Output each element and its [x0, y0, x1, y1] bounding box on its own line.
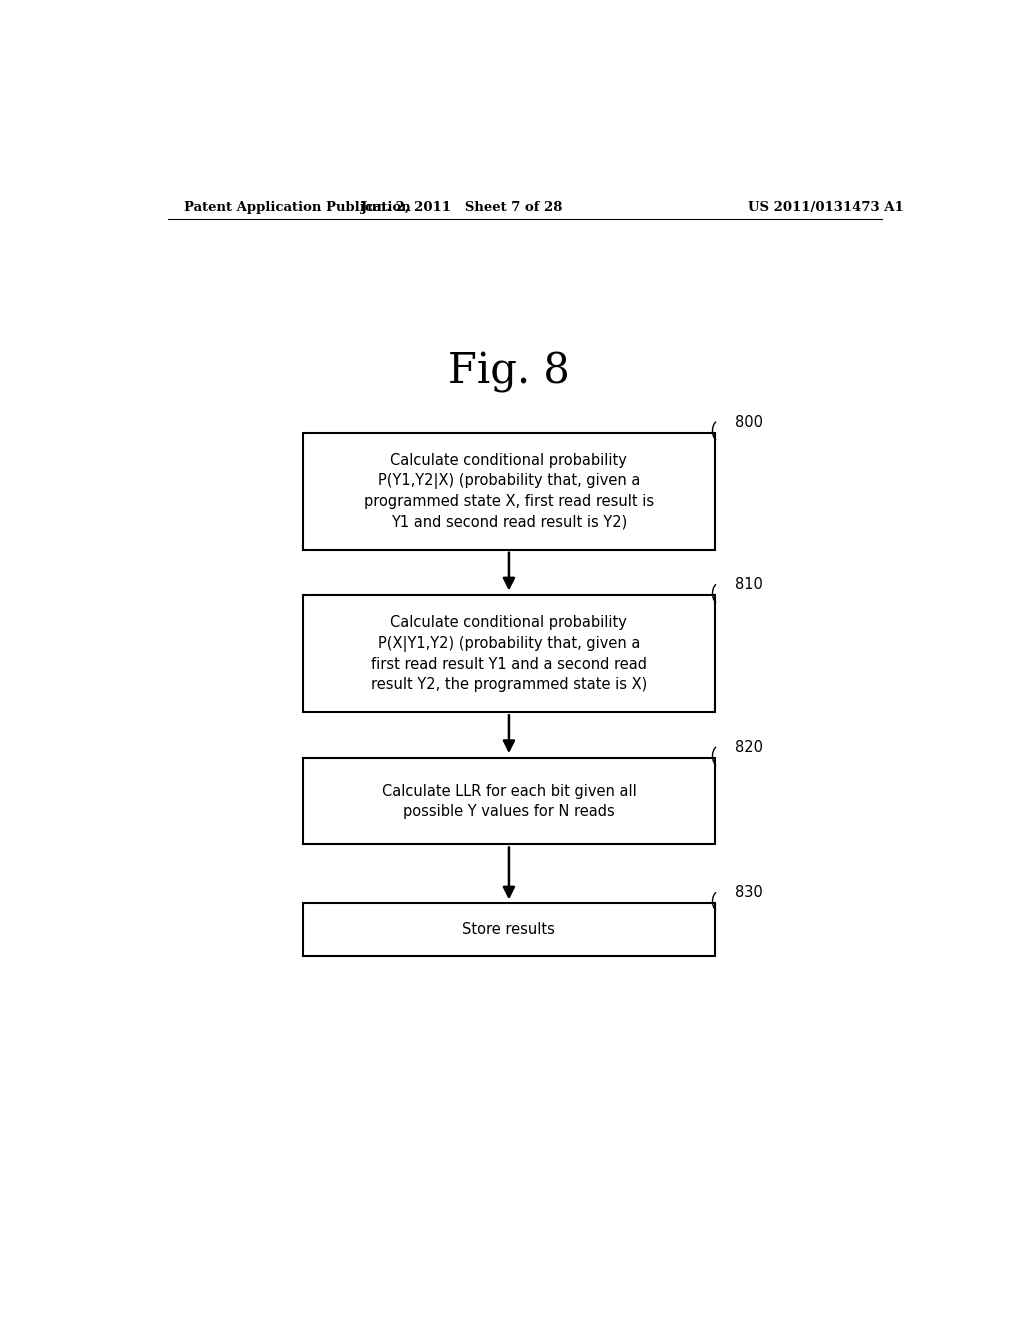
Text: Fig. 8: Fig. 8	[449, 351, 569, 393]
Text: Calculate conditional probability
P(X|Y1,Y2) (probability that, given a
first re: Calculate conditional probability P(X|Y1…	[371, 615, 647, 693]
Text: Jun. 2, 2011   Sheet 7 of 28: Jun. 2, 2011 Sheet 7 of 28	[360, 201, 562, 214]
Text: Calculate conditional probability
P(Y1,Y2|X) (probability that, given a
programm: Calculate conditional probability P(Y1,Y…	[364, 453, 654, 529]
FancyBboxPatch shape	[303, 433, 715, 549]
Text: 830: 830	[735, 886, 763, 900]
FancyBboxPatch shape	[303, 903, 715, 956]
Text: Store results: Store results	[463, 923, 555, 937]
Text: Patent Application Publication: Patent Application Publication	[183, 201, 411, 214]
FancyBboxPatch shape	[303, 758, 715, 845]
Text: Calculate LLR for each bit given all
possible Y values for N reads: Calculate LLR for each bit given all pos…	[382, 784, 636, 818]
Text: US 2011/0131473 A1: US 2011/0131473 A1	[749, 201, 904, 214]
Text: 810: 810	[735, 577, 763, 593]
FancyBboxPatch shape	[303, 595, 715, 713]
Text: 800: 800	[735, 414, 763, 430]
Text: 820: 820	[735, 741, 763, 755]
